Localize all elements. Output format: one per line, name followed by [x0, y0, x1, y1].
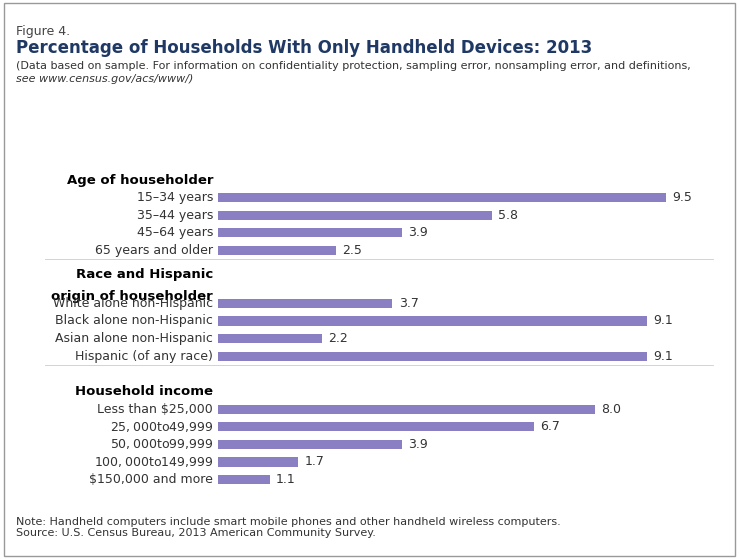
Bar: [218, 193, 666, 202]
Bar: [218, 405, 595, 414]
Text: Asian alone non-Hispanic: Asian alone non-Hispanic: [55, 332, 213, 345]
Text: 9.1: 9.1: [653, 350, 673, 363]
Text: 45–64 years: 45–64 years: [137, 226, 213, 239]
Bar: [218, 475, 270, 484]
Text: 15–34 years: 15–34 years: [137, 191, 213, 204]
Bar: [218, 211, 491, 220]
Bar: [218, 228, 402, 238]
Bar: [218, 422, 534, 432]
Text: Figure 4.: Figure 4.: [16, 25, 70, 38]
Text: 9.5: 9.5: [672, 191, 692, 204]
Text: 6.7: 6.7: [540, 420, 560, 433]
Bar: [218, 316, 647, 325]
Bar: [218, 457, 298, 467]
Text: $25,000 to $49,999: $25,000 to $49,999: [109, 420, 213, 434]
Text: Source: U.S. Census Bureau, 2013 American Community Survey.: Source: U.S. Census Bureau, 2013 America…: [16, 528, 376, 538]
Text: Note: Handheld computers include smart mobile phones and other handheld wireless: Note: Handheld computers include smart m…: [16, 517, 561, 527]
Text: Household income: Household income: [75, 385, 213, 398]
Text: Percentage of Households With Only Handheld Devices: 2013: Percentage of Households With Only Handh…: [16, 39, 593, 57]
Text: see www.census.gov/acs/www/): see www.census.gov/acs/www/): [16, 74, 194, 84]
Text: White alone non-Hispanic: White alone non-Hispanic: [53, 297, 213, 310]
Text: 5.8: 5.8: [497, 209, 517, 222]
Text: Hispanic (of any race): Hispanic (of any race): [75, 350, 213, 363]
Text: Race and Hispanic: Race and Hispanic: [76, 268, 213, 281]
Text: 2.5: 2.5: [342, 244, 362, 257]
Text: 2.2: 2.2: [328, 332, 347, 345]
Bar: [218, 299, 392, 308]
Text: 1.7: 1.7: [304, 456, 324, 468]
Text: $100,000 to $149,999: $100,000 to $149,999: [94, 455, 213, 469]
Text: 9.1: 9.1: [653, 315, 673, 328]
Text: (Data based on sample. For information on confidentiality protection, sampling e: (Data based on sample. For information o…: [16, 61, 691, 72]
Text: 35–44 years: 35–44 years: [137, 209, 213, 222]
Text: Age of householder: Age of householder: [67, 173, 213, 187]
Text: 1.1: 1.1: [276, 473, 296, 486]
Text: 3.9: 3.9: [408, 226, 428, 239]
Text: 8.0: 8.0: [602, 402, 621, 415]
Text: 65 years and older: 65 years and older: [95, 244, 213, 257]
Text: $150,000 and more: $150,000 and more: [89, 473, 213, 486]
Text: Black alone non-Hispanic: Black alone non-Hispanic: [55, 315, 213, 328]
Bar: [218, 246, 336, 255]
Bar: [218, 334, 321, 343]
Bar: [218, 352, 647, 361]
Text: 3.7: 3.7: [398, 297, 418, 310]
Text: Less than $25,000: Less than $25,000: [98, 402, 213, 415]
Text: origin of householder: origin of householder: [51, 290, 213, 303]
Bar: [218, 440, 402, 449]
Text: $50,000 to $99,999: $50,000 to $99,999: [109, 437, 213, 451]
Text: 3.9: 3.9: [408, 438, 428, 451]
